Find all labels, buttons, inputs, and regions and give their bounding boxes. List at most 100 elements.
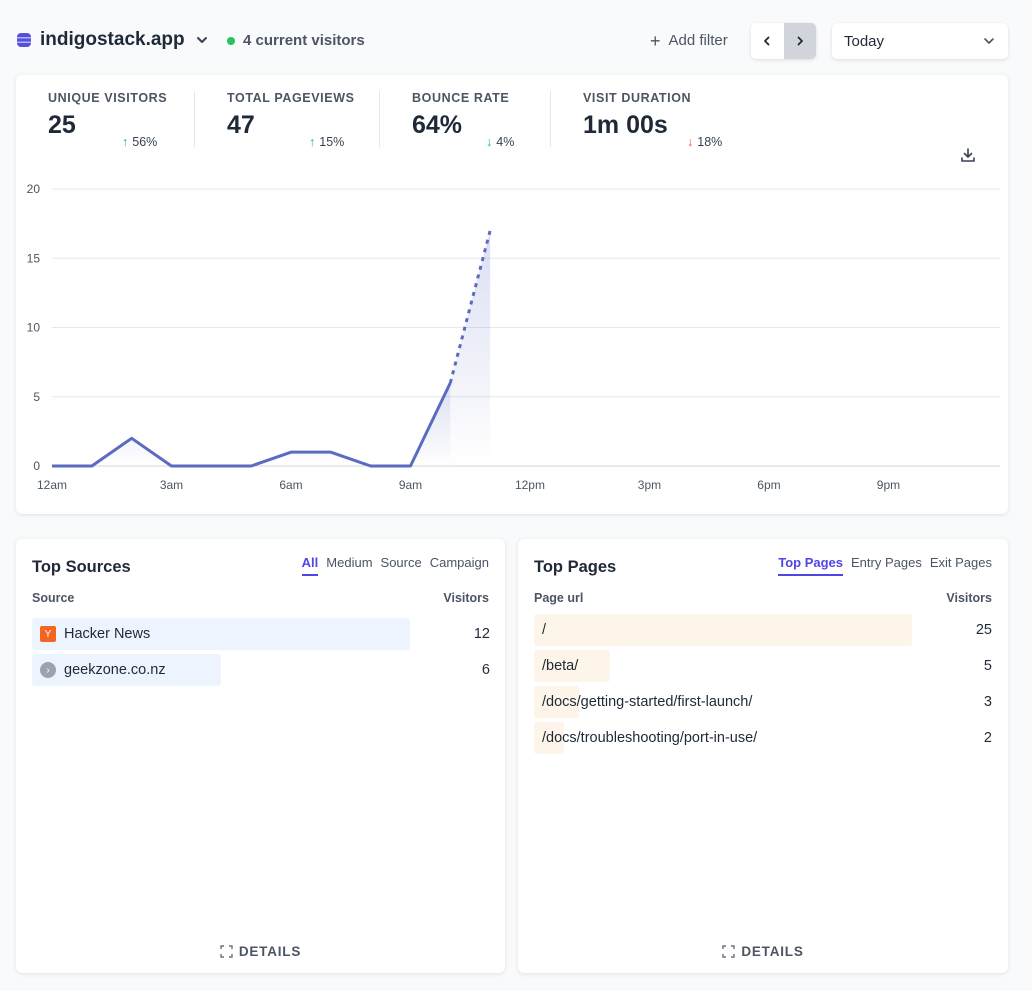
page-url-label: /beta/ [542,658,579,674]
tab-all[interactable]: All [301,555,319,576]
list-item[interactable]: /docs/troubleshooting/port-in-use/ 2 [534,722,992,754]
stat-divider [379,91,380,147]
date-range-select[interactable]: Today [832,23,1008,59]
dashboard-header: indigostack.app 4 current visitors + Add… [16,22,1008,60]
page-url-label: / [542,622,547,638]
tab-source[interactable]: Source [380,555,422,570]
stat-label: UNIQUE VISITORS [48,91,168,105]
stat-change: ↑ 56% [122,135,158,149]
stat-label: BOUNCE RATE [412,91,510,105]
details-label: DETAILS [238,944,302,959]
list-item[interactable]: › geekzone.co.nz 6 [32,654,490,686]
panel-title: Top Pages [534,558,617,576]
x-tick-label: 6am [279,478,302,492]
tab-exit-pages[interactable]: Exit Pages [929,555,992,570]
x-tick-label: 6pm [757,478,780,492]
stat-total-pageviews[interactable]: TOTAL PAGEVIEWS 47 ↑ 15% [227,91,355,149]
chevron-down-icon [196,37,207,43]
tab-entry-pages[interactable]: Entry Pages [851,555,922,570]
y-tick-label: 0 [33,459,40,473]
tab-medium[interactable]: Medium [326,555,373,570]
stat-divider [194,91,195,147]
visitors-graph-card: UNIQUE VISITORS 25 ↑ 56% TOTAL PAGEVIEWS … [16,75,1008,514]
period-nav [751,23,816,59]
chevron-down-icon [984,38,994,44]
visitors-count: 12 [473,626,490,642]
stat-unique-visitors[interactable]: UNIQUE VISITORS 25 ↑ 56% [48,91,168,149]
y-tick-label: 5 [33,390,40,404]
expand-icon [722,945,736,958]
tab-top-pages[interactable]: Top Pages [778,555,844,576]
live-dot-icon [227,36,235,45]
series-area-current [450,230,491,466]
arrow-up-icon: ↑ [122,135,129,149]
next-period-button[interactable] [783,23,816,59]
y-tick-label: 20 [27,182,41,196]
column-header-page-url: Page url [534,591,584,605]
top-pages-panel: Top Pages Top Pages Entry Pages Exit Pag… [518,539,1008,973]
arrow-down-icon: ↓ [486,135,493,149]
expand-icon [220,945,233,958]
plus-icon: + [650,30,661,51]
stat-visit-duration[interactable]: VISIT DURATION 1m 00s ↓ 18% [583,91,722,149]
details-button[interactable]: DETAILS [16,944,505,959]
date-range-value: Today [844,32,885,50]
stat-value: 25 [48,111,76,139]
tab-campaign[interactable]: Campaign [429,555,489,570]
current-visitors-label: 4 current visitors [243,32,365,49]
stat-change: ↓ 18% [687,135,723,149]
add-filter-label: Add filter [668,32,728,49]
stat-label: TOTAL PAGEVIEWS [227,91,355,105]
list-item[interactable]: / 25 [534,614,992,646]
page-url-label: /docs/troubleshooting/port-in-use/ [542,730,758,746]
x-tick-label: 12am [37,478,67,492]
add-filter-button[interactable]: + Add filter [650,30,728,51]
site-name: indigostack.app [40,29,185,50]
stat-label: VISIT DURATION [583,91,692,105]
visitors-bar [32,654,221,686]
arrow-up-icon: ↑ [309,135,316,149]
stat-change: ↑ 15% [309,135,345,149]
visitors-bar [534,614,912,646]
x-tick-label: 9am [399,478,422,492]
hacker-news-icon: Y [40,626,56,642]
visitors-bar [534,722,564,754]
visitors-count: 25 [975,622,992,638]
details-button[interactable]: DETAILS [518,944,1008,959]
globe-icon: › [40,662,56,678]
current-visitors-link[interactable]: 4 current visitors [227,32,365,49]
column-header-visitors: Visitors [946,591,992,605]
sources-tabs: All Medium Source Campaign [301,555,489,576]
list-item[interactable]: /docs/getting-started/first-launch/ 3 [534,686,992,718]
visitors-bar [534,686,579,718]
visitors-count: 2 [983,730,992,746]
site-logo-icon [17,33,31,47]
visitors-bar [534,650,610,682]
visitors-count: 3 [983,694,992,710]
stat-change: ↓ 4% [486,135,515,149]
chevron-right-icon [797,36,803,46]
arrow-down-icon: ↓ [687,135,694,149]
visitors-count: 5 [983,658,992,674]
stat-bounce-rate[interactable]: BOUNCE RATE 64% ↓ 4% [412,91,514,149]
series-line [52,382,452,468]
x-tick-label: 12pm [515,478,545,492]
column-header-source: Source [32,591,75,605]
source-label: › geekzone.co.nz [40,662,166,678]
list-item[interactable]: /beta/ 5 [534,650,992,682]
visitors-line-chart: 0 5 10 15 20 12am 3am 6am 9am 12pm 3pm 6pm 9pm [27,182,1000,492]
previous-period-button[interactable] [751,23,784,59]
column-header-visitors: Visitors [443,591,489,605]
x-tick-label: 3pm [638,478,661,492]
details-label: DETAILS [741,944,804,959]
stat-value: 47 [227,111,255,139]
x-tick-label: 3am [160,478,183,492]
visitors-bar [32,618,410,650]
stat-divider [550,91,551,147]
page-url-label: /docs/getting-started/first-launch/ [542,694,753,710]
download-icon[interactable] [960,147,976,163]
site-switcher[interactable]: indigostack.app [16,29,209,51]
list-item[interactable]: Y Hacker News 12 [32,618,490,650]
y-tick-label: 10 [27,321,41,335]
stat-value: 1m 00s [583,111,668,139]
